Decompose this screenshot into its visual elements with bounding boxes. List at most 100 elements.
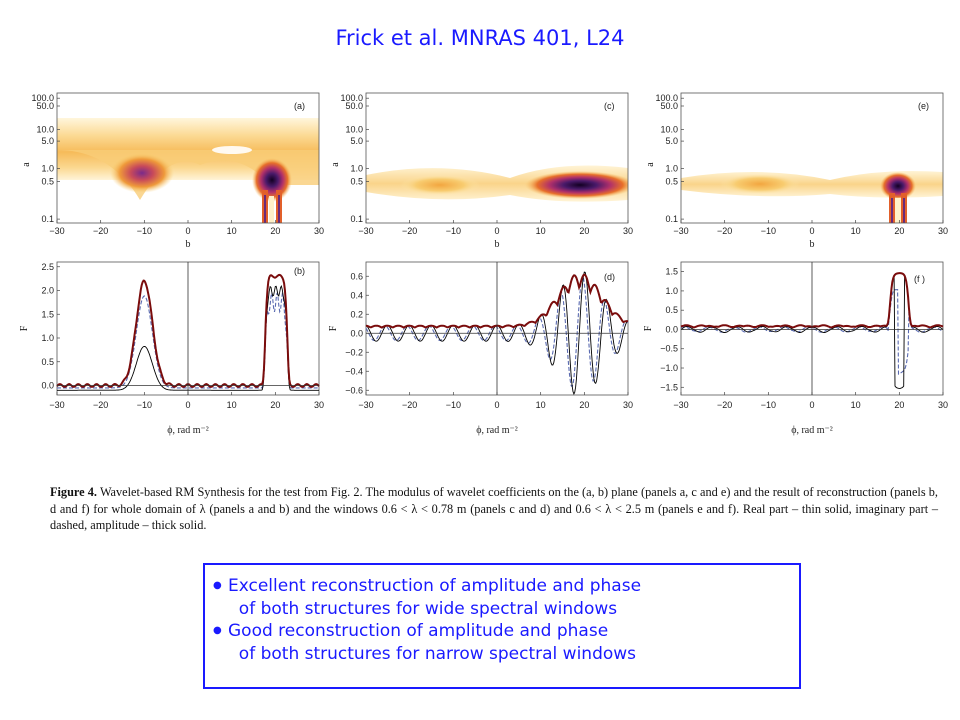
x-tick-label: −20 [402, 400, 417, 410]
x-tick-label: −30 [673, 226, 688, 236]
y-tick-label: −1.5 [660, 382, 678, 392]
panel-label-c: (c) [604, 101, 615, 111]
y-tick-label: 5.0 [665, 136, 678, 146]
x-tick-label: −30 [673, 400, 688, 410]
x-tick-label: 30 [314, 226, 324, 236]
y-tick-label: −0.2 [345, 347, 363, 357]
x-tick-label: 30 [623, 226, 633, 236]
x-tick-label: −10 [137, 226, 152, 236]
x-tick-label: 20 [270, 226, 280, 236]
x-tick-label: 20 [579, 400, 589, 410]
y-tick-label: 0.5 [665, 305, 678, 315]
panel-a: (a) [56, 92, 320, 224]
y-tick-label: 50.0 [660, 101, 678, 111]
x-tick-label: −20 [717, 226, 732, 236]
y-tick-label: 2.5 [41, 262, 54, 272]
x-tick-label: −10 [761, 226, 776, 236]
slide-title: Frick et al. MNRAS 401, L24 [335, 26, 625, 50]
x-tick-label: 10 [227, 226, 237, 236]
x-axis-label: ϕ, rad m⁻² [476, 425, 518, 436]
x-tick-label: 30 [938, 400, 948, 410]
y-tick-label: 1.0 [41, 333, 54, 343]
bullet-item: ● Good reconstruction of amplitude and p… [213, 620, 789, 665]
x-tick-label: 0 [809, 400, 814, 410]
x-tick-label: −10 [761, 400, 776, 410]
bullet-dot-icon: ● [213, 625, 222, 636]
y-tick-label: 0.0 [41, 381, 54, 391]
y-tick-label: 1.0 [665, 163, 678, 173]
y-axis-label: a [330, 162, 341, 167]
y-tick-label: 0.1 [665, 214, 678, 224]
x-tick-label: 0 [494, 400, 499, 410]
y-tick-label: 50.0 [36, 101, 54, 111]
y-tick-label: −0.4 [345, 366, 363, 376]
x-tick-label: −30 [49, 226, 64, 236]
x-tick-label: 10 [227, 400, 237, 410]
x-tick-label: 30 [314, 400, 324, 410]
y-tick-label: 100.0 [340, 93, 363, 103]
x-tick-label: 20 [894, 226, 904, 236]
x-tick-label: 0 [809, 226, 814, 236]
panel-e: (e) [680, 92, 944, 224]
y-tick-label: 0.0 [350, 328, 363, 338]
x-tick-label: −20 [93, 226, 108, 236]
y-tick-label: 1.5 [41, 309, 54, 319]
caption-text: Wavelet-based RM Synthesis for the test … [50, 485, 938, 532]
y-tick-label: 5.0 [350, 136, 363, 146]
caption-label: Figure 4. [50, 485, 97, 499]
x-tick-label: −20 [93, 400, 108, 410]
x-axis-label: b [810, 239, 815, 250]
panel-label-a: (a) [294, 101, 305, 111]
bullet-dot-icon: ● [213, 580, 222, 591]
figure-caption: Figure 4. Wavelet-based RM Synthesis for… [50, 484, 938, 534]
x-tick-label: −30 [358, 400, 373, 410]
y-tick-label: 1.5 [665, 267, 678, 277]
y-tick-label: 10.0 [660, 124, 678, 134]
y-tick-label: 5.0 [41, 136, 54, 146]
y-tick-label: 50.0 [345, 101, 363, 111]
y-tick-label: 0.0 [665, 324, 678, 334]
y-axis-label: a [645, 162, 656, 167]
y-axis-label: F [19, 325, 30, 331]
x-axis-label: b [495, 239, 500, 250]
panel-label-d: (d) [604, 272, 615, 282]
x-tick-label: −10 [137, 400, 152, 410]
y-tick-label: 0.1 [41, 214, 54, 224]
x-tick-label: −20 [717, 400, 732, 410]
y-axis-label: F [643, 325, 654, 331]
x-axis-label: ϕ, rad m⁻² [791, 425, 833, 436]
y-tick-label: 0.5 [665, 176, 678, 186]
x-tick-label: 20 [894, 400, 904, 410]
bullet-text: Excellent reconstruction of amplitude an… [228, 576, 642, 619]
x-tick-label: 10 [536, 226, 546, 236]
x-tick-label: 0 [494, 226, 499, 236]
x-tick-label: 0 [185, 226, 190, 236]
x-tick-label: 20 [270, 400, 280, 410]
x-tick-label: 10 [851, 400, 861, 410]
y-tick-label: −0.6 [345, 385, 363, 395]
y-tick-label: 1.0 [41, 163, 54, 173]
y-axis-label: a [21, 162, 32, 167]
bullet-text: Good reconstruction of amplitude and pha… [228, 621, 637, 664]
x-tick-label: −10 [446, 400, 461, 410]
y-tick-label: 0.4 [350, 290, 363, 300]
y-tick-label: 10.0 [36, 124, 54, 134]
x-tick-label: 10 [536, 400, 546, 410]
y-tick-label: −1.0 [660, 363, 678, 373]
y-tick-label: 100.0 [655, 93, 678, 103]
x-tick-label: 20 [579, 226, 589, 236]
x-tick-label: 30 [623, 400, 633, 410]
x-axis-label: ϕ, rad m⁻² [167, 425, 209, 436]
y-axis-label: F [328, 325, 339, 331]
bullet-item: ● Excellent reconstruction of amplitude … [213, 575, 789, 620]
y-tick-label: 0.1 [350, 214, 363, 224]
x-axis-label: b [186, 239, 191, 250]
y-tick-label: −0.5 [660, 344, 678, 354]
panel-label-b: (b) [294, 266, 305, 276]
figure-4: (a) (c) (e) (b) [19, 92, 948, 436]
x-tick-label: −10 [446, 226, 461, 236]
y-tick-label: 0.6 [350, 271, 363, 281]
y-tick-label: 0.5 [350, 176, 363, 186]
y-tick-label: 2.0 [41, 286, 54, 296]
x-tick-label: 30 [938, 226, 948, 236]
